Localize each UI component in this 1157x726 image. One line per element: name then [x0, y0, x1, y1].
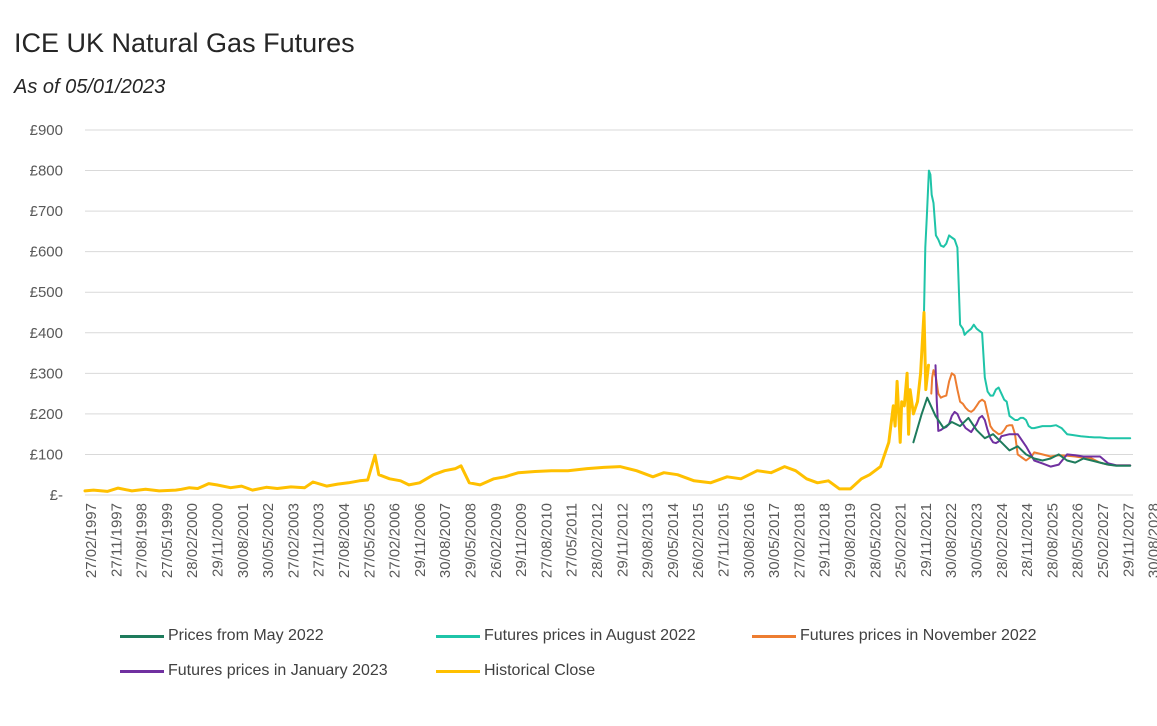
- x-tick-label: 29/05/2014: [665, 503, 682, 578]
- series-line-futures-prices-in-november-2022: [930, 369, 1132, 467]
- y-tick-label: £900: [30, 122, 63, 139]
- x-tick-label: 30/08/2022: [943, 503, 960, 578]
- x-tick-label: 27/02/2006: [387, 503, 404, 578]
- x-tick-label: 25/02/2027: [1095, 503, 1112, 578]
- x-tick-label: 28/08/2025: [1044, 503, 1061, 578]
- x-tick-label: 27/11/1997: [108, 503, 125, 577]
- legend-label: Futures prices in November 2022: [800, 627, 1037, 644]
- x-tick-label: 27/02/2018: [791, 503, 808, 578]
- x-tick-label: 27/02/1997: [83, 503, 100, 578]
- x-tick-label: 27/08/2004: [336, 503, 353, 578]
- x-tick-label: 28/05/2020: [867, 503, 884, 578]
- x-tick-label: 28/02/2012: [589, 503, 606, 578]
- x-tick-label: 28/05/2026: [1070, 503, 1087, 578]
- x-tick-label: 27/11/2003: [311, 503, 328, 577]
- legend-swatch: [120, 634, 164, 638]
- x-tick-label: 30/05/2023: [969, 503, 986, 578]
- x-tick-label: 27/11/2015: [716, 503, 733, 577]
- x-tick-label: 27/05/2005: [361, 503, 378, 578]
- x-tick-label: 26/02/2015: [690, 503, 707, 578]
- x-tick-label: 29/11/2018: [817, 503, 834, 577]
- x-tick-label: 25/02/2021: [893, 503, 910, 578]
- gridlines: [85, 129, 1133, 496]
- x-tick-label: 27/02/2003: [285, 503, 302, 578]
- x-tick-label: 30/08/2007: [437, 503, 454, 578]
- x-axis: 27/02/1997 27/11/1997 27/08/1998 27/05/1999…: [83, 503, 1157, 578]
- x-tick-label: 29/11/2021: [918, 503, 935, 577]
- legend-item-futures-jan-2023: Futures prices in January 2023: [120, 662, 388, 680]
- x-tick-label: 30/05/2002: [260, 503, 277, 578]
- series-line-futures-prices-in-january-2023: [934, 364, 1132, 468]
- y-tick-label: £800: [30, 163, 63, 180]
- x-tick-label: 30/08/2028: [1146, 503, 1157, 578]
- legend-swatch: [752, 634, 796, 638]
- x-tick-label: 30/05/2017: [766, 503, 783, 578]
- x-tick-label: 29/11/2012: [614, 503, 631, 577]
- x-tick-label: 28/02/2000: [184, 503, 201, 578]
- series-line-historical-close: [83, 311, 930, 493]
- x-tick-label: 29/11/2006: [412, 503, 429, 577]
- legend-label: Historical Close: [484, 662, 596, 679]
- y-axis: £- £100 £200 £300 £400 £500 £600 £700 £800 £900: [30, 122, 63, 504]
- series-line-futures-prices-in-august-2022: [923, 169, 1132, 440]
- y-tick-label: £400: [30, 325, 63, 342]
- x-tick-label: 27/08/1998: [134, 503, 151, 578]
- y-tick-label: £200: [30, 406, 63, 423]
- legend-item-futures-aug-2022: Futures prices in August 2022: [436, 627, 696, 645]
- x-tick-label: 27/05/2011: [564, 503, 581, 577]
- x-tick-label: 28/02/2024: [994, 503, 1011, 578]
- x-tick-label: 29/11/2009: [513, 503, 530, 577]
- legend-swatch: [436, 669, 480, 673]
- x-tick-label: 29/11/2000: [210, 503, 227, 577]
- legend-swatch: [436, 634, 480, 638]
- legend-label: Prices from May 2022: [168, 627, 324, 644]
- series-line-prices-from-may-2022: [912, 396, 1132, 467]
- x-tick-label: 29/08/2013: [640, 503, 657, 578]
- legend-label: Futures prices in August 2022: [484, 627, 696, 644]
- x-tick-label: 27/05/1999: [159, 503, 176, 578]
- x-tick-label: 26/02/2009: [488, 503, 505, 578]
- legend-item-historical-close: Historical Close: [436, 662, 595, 680]
- x-tick-label: 29/11/2027: [1120, 503, 1137, 577]
- x-tick-label: 27/08/2010: [538, 503, 555, 578]
- y-tick-label: £-: [50, 487, 63, 504]
- legend-item-futures-nov-2022: Futures prices in November 2022: [752, 627, 1037, 645]
- series-lines: [83, 169, 1132, 493]
- x-tick-label: 30/08/2001: [235, 503, 252, 578]
- y-tick-label: £700: [30, 203, 63, 220]
- legend-label: Futures prices in January 2023: [168, 662, 388, 679]
- chart-title: ICE UK Natural Gas Futures: [14, 28, 355, 58]
- y-tick-label: £500: [30, 284, 63, 301]
- legend-swatch: [120, 669, 164, 673]
- x-tick-label: 30/08/2016: [741, 503, 758, 578]
- x-tick-label: 29/05/2008: [463, 503, 480, 578]
- legend-item-prices-may-2022: Prices from May 2022: [120, 627, 324, 645]
- x-tick-label: 28/11/2024: [1019, 503, 1036, 577]
- y-tick-label: £600: [30, 244, 63, 261]
- x-tick-label: 29/08/2019: [842, 503, 859, 578]
- chart-subtitle: As of 05/01/2023: [14, 76, 166, 98]
- y-tick-label: £100: [30, 446, 63, 463]
- y-tick-label: £300: [30, 365, 63, 382]
